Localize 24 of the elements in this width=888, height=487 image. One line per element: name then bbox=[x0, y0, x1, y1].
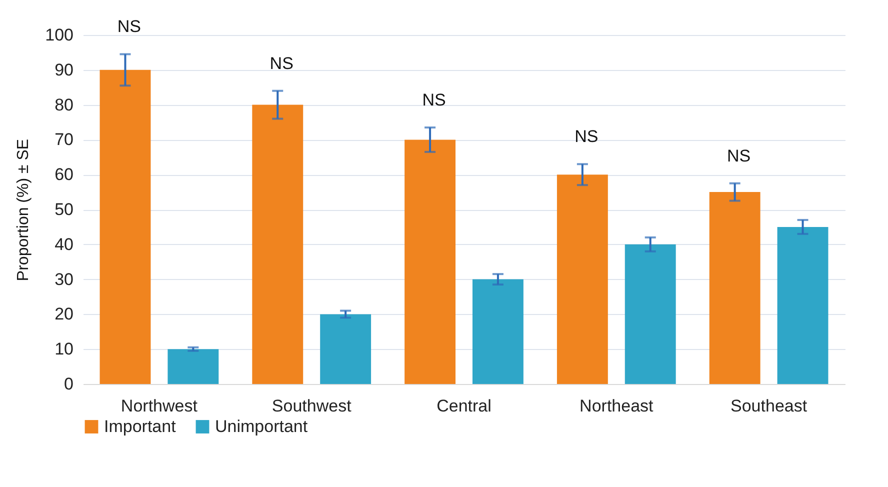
x-tick-label: Southeast bbox=[730, 396, 808, 416]
annotation: NS bbox=[422, 90, 446, 110]
annotation: NS bbox=[574, 127, 598, 146]
y-tick-label: 80 bbox=[54, 95, 74, 114]
x-tick-label: Southwest bbox=[272, 396, 352, 416]
x-tick-label: Northeast bbox=[580, 396, 654, 416]
annotation: NS bbox=[117, 17, 142, 36]
y-tick-label: 30 bbox=[54, 270, 74, 289]
x-tick-label: Central bbox=[436, 396, 492, 416]
y-tick-label: 50 bbox=[54, 200, 74, 219]
y-tick-label: 20 bbox=[54, 304, 74, 324]
y-tick-label: 90 bbox=[54, 60, 74, 80]
y-tick-label: 60 bbox=[54, 165, 74, 184]
legend-label: Unimportant bbox=[215, 416, 308, 436]
annotation: NS bbox=[726, 146, 751, 166]
y-tick-label: 70 bbox=[54, 130, 74, 150]
y-tick-label: 100 bbox=[45, 26, 74, 44]
y-tick-label: 40 bbox=[54, 234, 74, 254]
x-tick-label: Northwest bbox=[120, 396, 198, 416]
y-axis-title: Proportion (%) ± SE bbox=[15, 138, 32, 282]
annotation: NS bbox=[270, 54, 294, 73]
y-tick-label: 0 bbox=[64, 374, 74, 394]
legend-label: Important bbox=[104, 416, 176, 436]
y-tick-label: 10 bbox=[54, 340, 74, 359]
